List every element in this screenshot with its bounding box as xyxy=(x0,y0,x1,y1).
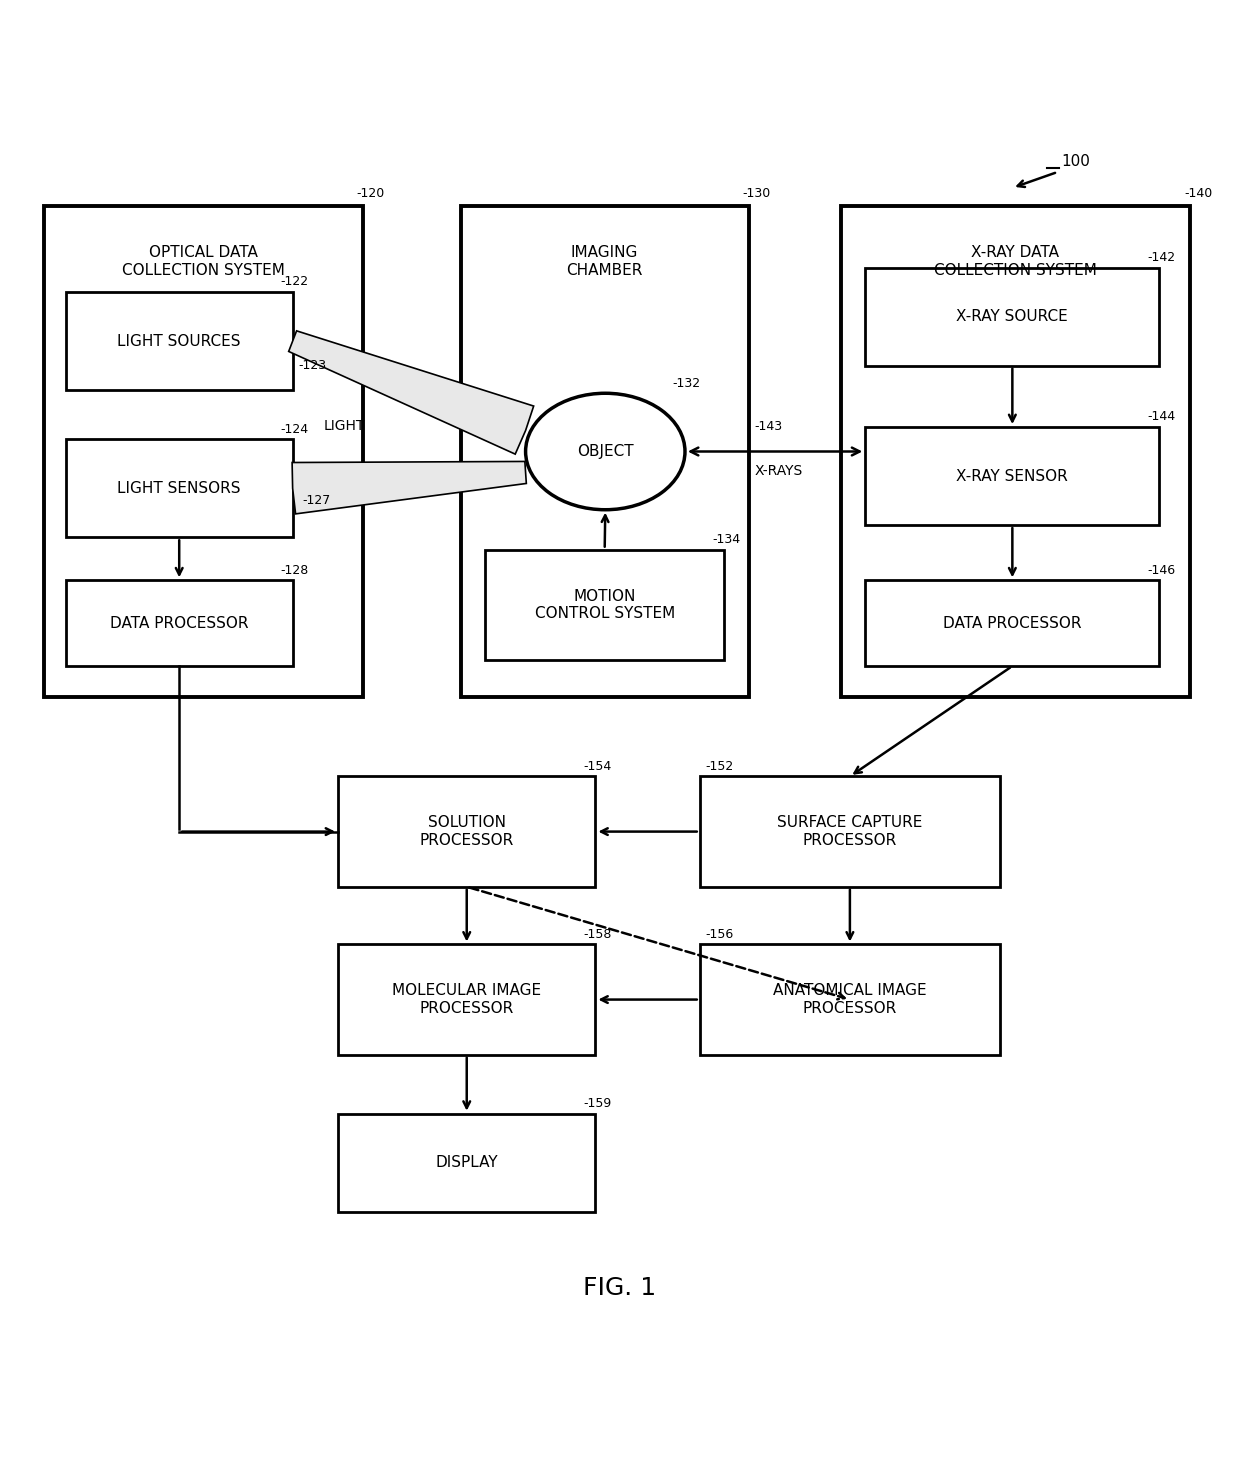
Bar xyxy=(339,1113,595,1212)
Text: MOLECULAR IMAGE
PROCESSOR: MOLECULAR IMAGE PROCESSOR xyxy=(392,983,542,1015)
Text: -130: -130 xyxy=(743,188,771,200)
Text: -142: -142 xyxy=(1147,251,1176,264)
Text: OBJECT: OBJECT xyxy=(577,445,634,459)
Bar xyxy=(485,550,724,660)
Text: OPTICAL DATA
COLLECTION SYSTEM: OPTICAL DATA COLLECTION SYSTEM xyxy=(122,245,284,277)
Bar xyxy=(841,207,1190,697)
Text: -146: -146 xyxy=(1147,563,1176,577)
Bar xyxy=(43,207,362,697)
Text: LIGHT SOURCES: LIGHT SOURCES xyxy=(118,333,241,349)
Text: DATA PROCESSOR: DATA PROCESSOR xyxy=(944,616,1081,631)
Bar xyxy=(866,427,1159,525)
Text: IMAGING
CHAMBER: IMAGING CHAMBER xyxy=(567,245,642,277)
Text: DISPLAY: DISPLAY xyxy=(435,1155,498,1171)
Text: LIGHT SENSORS: LIGHT SENSORS xyxy=(118,481,241,496)
Text: MOTION
CONTROL SYSTEM: MOTION CONTROL SYSTEM xyxy=(534,588,675,621)
Text: X-RAY SENSOR: X-RAY SENSOR xyxy=(956,468,1068,484)
Text: DATA PROCESSOR: DATA PROCESSOR xyxy=(110,616,248,631)
Text: X-RAY SOURCE: X-RAY SOURCE xyxy=(956,310,1068,324)
Text: -127: -127 xyxy=(303,494,331,508)
Bar xyxy=(66,292,293,390)
Text: -124: -124 xyxy=(280,422,309,436)
Polygon shape xyxy=(289,332,533,455)
Text: FIG. 1: FIG. 1 xyxy=(584,1276,656,1300)
Bar xyxy=(699,776,1001,886)
Text: -140: -140 xyxy=(1184,188,1213,200)
Text: ANATOMICAL IMAGE
PROCESSOR: ANATOMICAL IMAGE PROCESSOR xyxy=(773,983,926,1015)
Text: X-RAY DATA
COLLECTION SYSTEM: X-RAY DATA COLLECTION SYSTEM xyxy=(934,245,1097,277)
Text: SURFACE CAPTURE
PROCESSOR: SURFACE CAPTURE PROCESSOR xyxy=(777,816,923,848)
Text: -134: -134 xyxy=(712,533,740,546)
Text: -144: -144 xyxy=(1147,411,1176,424)
Text: -120: -120 xyxy=(356,188,384,200)
Bar xyxy=(339,945,595,1055)
Text: -132: -132 xyxy=(673,377,701,390)
Bar xyxy=(699,945,1001,1055)
Text: LIGHT: LIGHT xyxy=(324,420,365,433)
Bar xyxy=(339,776,595,886)
Text: X-RAYS: X-RAYS xyxy=(755,464,804,478)
Text: -156: -156 xyxy=(706,927,734,940)
Bar xyxy=(866,581,1159,666)
Text: -158: -158 xyxy=(583,927,611,940)
Text: 100: 100 xyxy=(1061,154,1090,170)
Text: -123: -123 xyxy=(299,359,327,371)
Text: -159: -159 xyxy=(583,1097,611,1111)
Bar xyxy=(66,439,293,537)
Text: SOLUTION
PROCESSOR: SOLUTION PROCESSOR xyxy=(419,816,513,848)
Text: -154: -154 xyxy=(583,760,611,773)
Ellipse shape xyxy=(526,393,684,509)
Polygon shape xyxy=(293,462,526,513)
Bar xyxy=(66,581,293,666)
Bar xyxy=(460,207,749,697)
Bar xyxy=(866,267,1159,365)
Text: -122: -122 xyxy=(280,276,309,289)
Text: -143: -143 xyxy=(755,420,782,433)
Text: -152: -152 xyxy=(706,760,734,773)
Text: -128: -128 xyxy=(280,563,309,577)
